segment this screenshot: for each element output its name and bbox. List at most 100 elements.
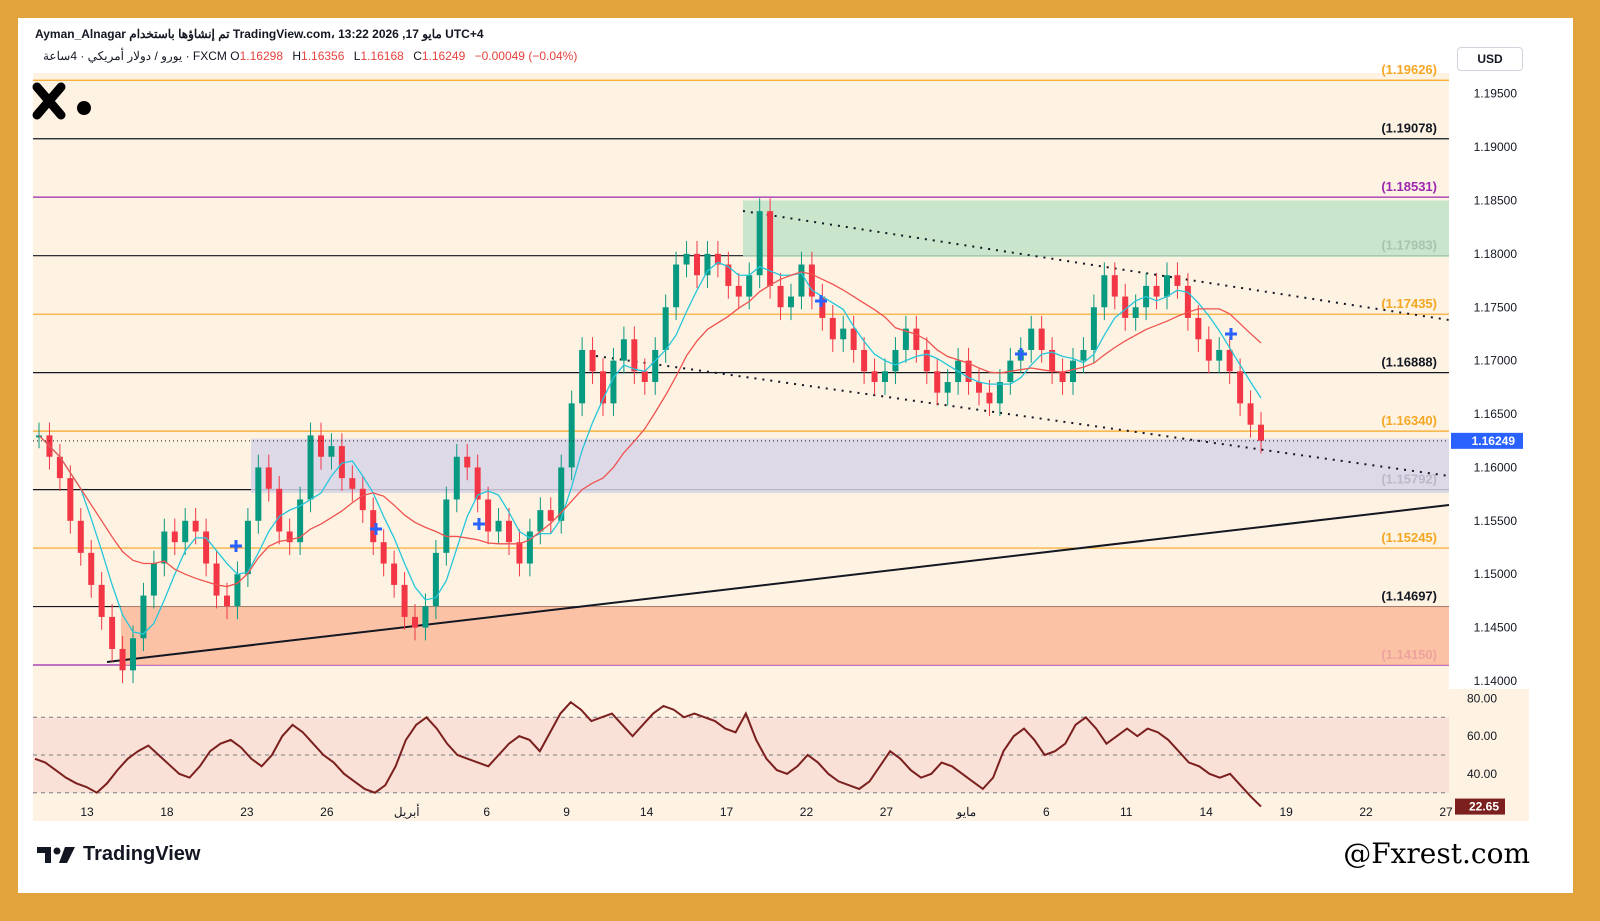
tradingview-logo-icon [37,846,75,863]
ohlc-high: H1.16356 [292,49,345,63]
candle-body [934,371,941,393]
level-label: (1.14697) [1381,589,1437,604]
level-label: (1.19078) [1381,121,1437,136]
rsi-tick-label: 80.00 [1467,691,1497,705]
candle-body [307,435,314,500]
candle-body [1049,349,1056,372]
price-tick-label: 1.18500 [1474,193,1518,207]
price-tick-label: 1.18000 [1474,247,1518,261]
price-tick-label: 1.19000 [1474,140,1518,154]
candle-body [88,552,95,585]
candle-body [1258,424,1264,441]
candle-body [1028,328,1035,350]
x-tick-label: 14 [1199,805,1213,819]
candle-body [77,520,84,553]
candle-body [1226,349,1233,372]
candle-body [1059,371,1066,382]
candle-body [432,552,439,607]
tradingview-brand: TradingView [37,843,200,866]
candle-body [840,328,847,340]
candle-body [1237,371,1244,404]
candle-body [506,520,512,543]
candle-body [558,467,565,521]
candle-body [244,520,251,575]
candle-body [401,584,408,617]
candle-body [892,349,899,372]
x-tick-label: 9 [563,805,570,819]
candle-body [788,296,794,308]
x-tick-label: 22 [800,805,814,819]
candle-body [234,574,241,607]
chart-frame: Ayman_Alnagar تم إنشاؤها باستخدام Tradin… [18,18,1573,893]
candle-body [1216,349,1223,361]
candle-body [568,403,575,468]
zone-box [251,438,1449,494]
signal-cross-marker [815,295,827,307]
ohlc-open: O1.16298 [230,49,284,63]
candle-body [902,328,909,350]
candle-body [109,616,116,649]
candle-body [1247,403,1254,425]
price-chart[interactable]: (1.19626)(1.19078)(1.18531)(1.17983)(1.1… [21,21,1570,821]
candle-body [213,563,220,596]
candle-body [1195,317,1202,340]
candle-body [1111,275,1118,297]
candle-body [620,339,627,361]
candle-body [464,456,471,468]
candle-body [861,349,868,372]
candle-body [1101,275,1108,308]
rsi-value-label: 22.65 [1469,800,1499,814]
candle-body [516,542,523,564]
price-tick-label: 1.14000 [1474,674,1518,688]
candle-body [850,328,857,350]
candle-body [767,211,774,286]
moving-average-slow [38,271,1262,588]
candle-body [819,296,826,318]
candle-body [443,499,450,553]
candle-body [673,264,680,308]
zone-box [121,606,1449,665]
x-tick-label: 27 [1439,805,1453,819]
candle-body [391,563,398,585]
x-tick-label: أبريل [394,804,420,819]
price-tick-label: 1.16500 [1474,407,1518,421]
candle-body [203,531,210,564]
price-tick-label: 1.17000 [1474,354,1518,368]
candle-body [683,253,690,265]
x-tick-label: مايو [956,805,977,819]
candle-body [98,584,105,617]
candle-body [829,317,836,340]
candle-body [380,542,387,564]
candle-body [1153,285,1160,297]
candle-body [192,520,199,532]
currency-button[interactable]: USD [1457,47,1523,71]
candle-body [547,510,554,521]
candle-body [485,499,492,532]
candle-body [474,467,481,500]
candle-body [600,371,606,404]
candle-body [526,531,533,564]
candle-body [370,510,377,543]
logo-x-icon [32,82,91,120]
trendline-support [106,504,1450,663]
candle-body [297,499,304,543]
level-label: (1.17435) [1381,296,1437,311]
candle-body [359,488,366,511]
candle-body [986,392,993,404]
candle-body [412,616,418,628]
candle-body [631,339,638,372]
candle-body [1090,307,1097,350]
candle-body [1184,285,1191,318]
rsi-tick-label: 40.00 [1467,767,1497,781]
current-price-tag [1451,432,1523,449]
candle-body [641,371,648,382]
candle-body [422,606,429,628]
candle-body [704,253,711,276]
x-tick-label: 27 [880,805,894,819]
candle-body [871,371,878,382]
rsi-tick-label: 60.00 [1467,729,1497,743]
signal-cross-marker [230,540,242,552]
candle-body [746,275,753,297]
price-tick-label: 1.16000 [1474,460,1518,474]
candle-body [965,360,972,382]
